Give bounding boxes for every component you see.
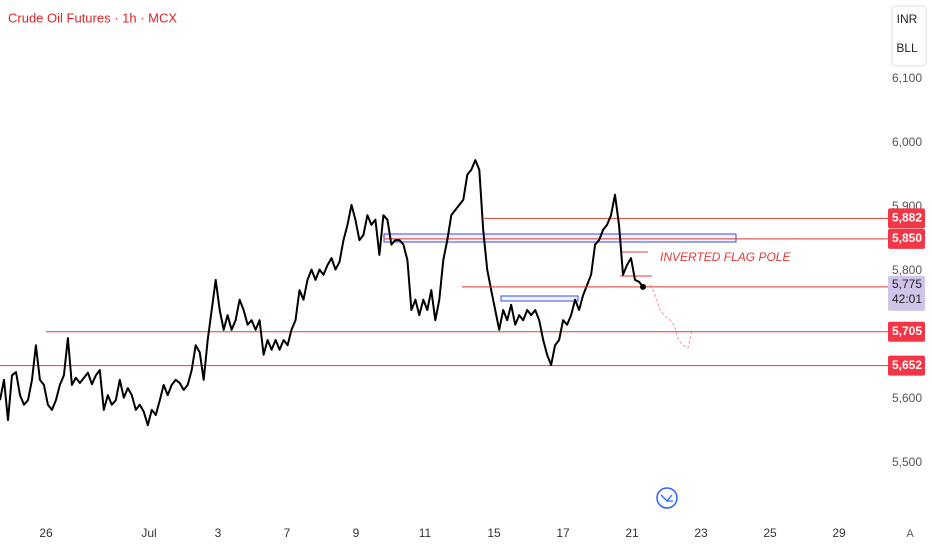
x-tick-label: 11 [419,526,432,540]
level-label: 5,882 [892,211,922,225]
unit-box[interactable] [891,5,927,67]
x-tick-label: 9 [353,526,360,540]
timeline-icon-glyph [660,494,673,502]
price-tag [888,275,925,311]
y-tick-label: 5,500 [892,455,922,469]
x-tick-label: 7 [284,526,291,540]
chart-title: Crude Oil Futures · 1h · MCX [8,10,177,25]
y-tick-label: 5,800 [892,263,922,277]
x-tick-label: 15 [487,526,501,540]
last-price-dot [640,283,646,290]
price-tag [888,228,925,249]
scale-mode[interactable]: A [906,528,914,540]
zone [383,233,737,243]
x-tick-label: 26 [39,526,53,540]
level-label: 5,652 [892,358,922,372]
price-tag [888,355,925,376]
x-tick-label: 3 [215,526,222,540]
x-tick-label: 25 [763,526,777,540]
price-tag [888,321,925,342]
price-line [0,159,644,427]
y-tick-label: 6,000 [892,135,922,149]
x-tick-label: Jul [141,526,156,540]
annotation: INVERTED FLAG POLE [660,250,791,264]
x-tick-label: 21 [625,526,639,540]
level-label: 5,705 [892,324,922,338]
countdown: 42:01 [892,292,922,306]
price-tag [888,208,925,229]
level-label: 5,850 [892,231,922,245]
projection-arrow [649,284,693,349]
y-tick-label: 6,100 [892,71,922,85]
y-tick-label: 5,600 [892,391,922,405]
currency[interactable]: INR [897,12,918,26]
x-tick-label: 17 [556,526,570,540]
last-price-label: 5,775 [892,277,922,291]
unit[interactable]: BLL [896,41,918,55]
x-tick-label: 29 [832,526,846,540]
x-tick-label: 23 [694,526,708,540]
zone [500,295,579,302]
timeline-icon[interactable] [656,487,678,509]
